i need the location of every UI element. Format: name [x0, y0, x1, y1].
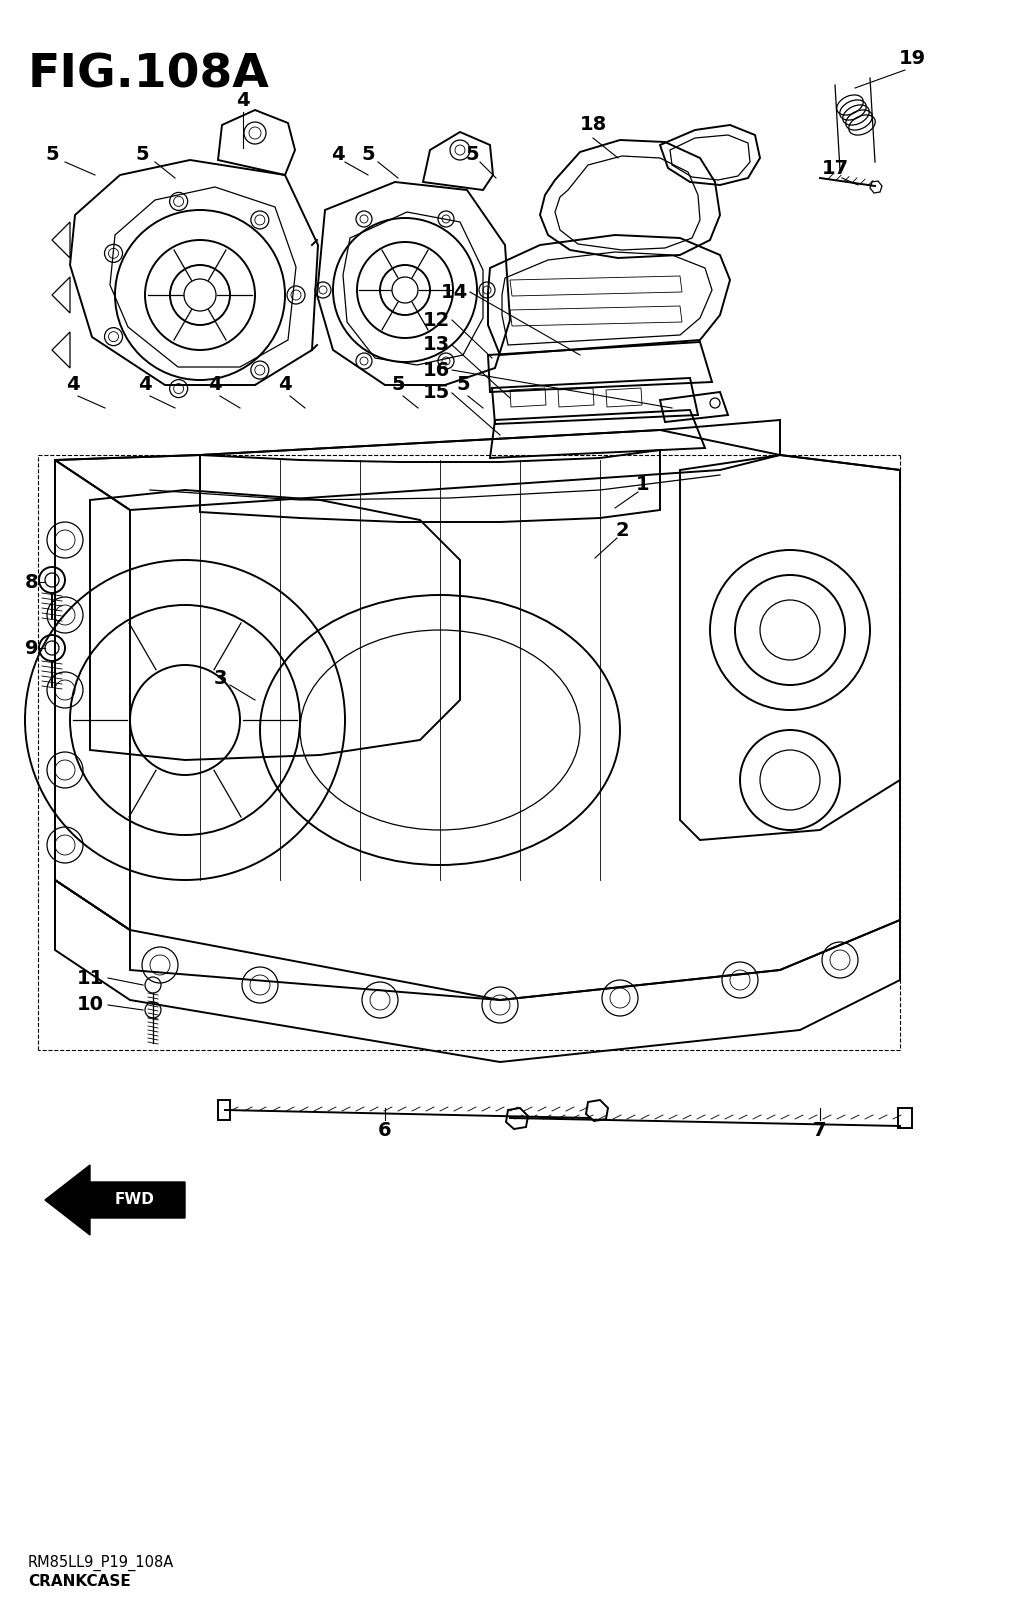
Text: 4: 4: [66, 376, 80, 395]
Text: 8: 8: [25, 573, 39, 592]
Text: 18: 18: [579, 115, 607, 134]
Text: FIG.108A: FIG.108A: [28, 51, 270, 98]
Text: 2: 2: [615, 520, 629, 539]
Text: 3: 3: [213, 669, 226, 688]
Text: 16: 16: [423, 360, 450, 379]
Text: 15: 15: [423, 384, 450, 403]
Text: CRANKCASE: CRANKCASE: [28, 1574, 131, 1589]
Text: 6: 6: [379, 1120, 392, 1139]
Text: 1: 1: [636, 475, 649, 494]
Text: 12: 12: [423, 310, 450, 330]
Text: 17: 17: [821, 158, 849, 178]
Text: 19: 19: [898, 48, 925, 67]
Text: 13: 13: [423, 336, 450, 355]
Text: 4: 4: [138, 376, 152, 395]
Text: 5: 5: [456, 376, 470, 395]
Text: 5: 5: [135, 146, 149, 165]
Text: 4: 4: [237, 91, 250, 109]
Text: 4: 4: [208, 376, 222, 395]
Text: 11: 11: [76, 968, 104, 987]
Text: 5: 5: [391, 376, 404, 395]
Text: 9: 9: [26, 638, 39, 658]
Text: 14: 14: [440, 283, 468, 301]
Text: 7: 7: [813, 1120, 826, 1139]
Text: 5: 5: [45, 146, 59, 165]
Text: 4: 4: [278, 376, 292, 395]
Text: 5: 5: [465, 146, 478, 165]
Text: 4: 4: [331, 146, 345, 165]
Text: FWD: FWD: [115, 1192, 155, 1208]
Text: RM85LL9_P19_108A: RM85LL9_P19_108A: [28, 1555, 174, 1571]
Polygon shape: [45, 1165, 185, 1235]
Text: 10: 10: [76, 995, 104, 1014]
Text: 5: 5: [361, 146, 375, 165]
